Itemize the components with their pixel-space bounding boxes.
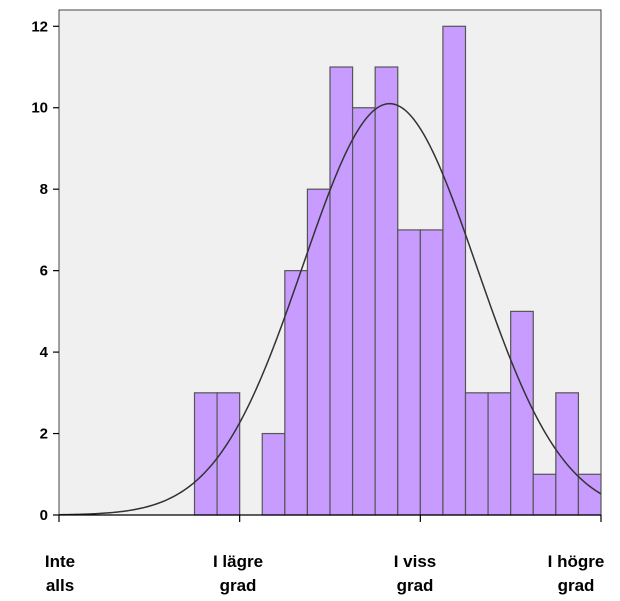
y-axis: 0 2 4 6 8 10 12: [31, 18, 59, 524]
normal-curve: [58, 102, 602, 516]
histogram-bar-15: [397, 229, 421, 516]
x-category-label-line: I lägre: [212, 552, 264, 571]
y-tick-label-12: 12: [31, 18, 48, 35]
x-category-label-line: grad: [557, 576, 595, 595]
y-tick-label-8: 8: [40, 181, 48, 198]
histogram-bars: [193, 25, 602, 516]
y-tick-label-4: 4: [40, 344, 49, 361]
x-category-label-line: alls: [45, 576, 75, 595]
x-category-label-line: grad: [219, 576, 257, 595]
x-axis: [58, 514, 602, 522]
x-category-label-0: Inte alls: [5, 550, 115, 598]
histogram-bar-6: [193, 392, 218, 516]
histogram-bar-9: [261, 432, 286, 516]
x-category-label-line: I högre: [547, 552, 605, 571]
histogram-bar-14: [374, 66, 399, 516]
histogram-bar-12: [329, 66, 354, 516]
x-category-label-3: I högre grad: [521, 550, 620, 598]
y-tick-label-10: 10: [31, 100, 48, 117]
histogram-bar-21: [532, 473, 557, 516]
y-tick-label-0: 0: [40, 507, 48, 524]
x-category-label-2: I viss grad: [360, 550, 470, 598]
x-category-label-1: I lägre grad: [183, 550, 293, 598]
histogram-bar-20: [510, 310, 534, 516]
histogram-bar-11: [306, 188, 331, 516]
histogram-bar-17: [442, 25, 467, 516]
x-category-label-line: I viss: [393, 552, 437, 571]
y-tick-label-6: 6: [40, 263, 48, 280]
y-tick-label-2: 2: [40, 426, 48, 443]
histogram-bar-13: [351, 107, 376, 516]
histogram-bar-19: [487, 392, 512, 516]
x-category-label-line: grad: [396, 576, 434, 595]
x-category-label-line: Inte: [44, 552, 76, 571]
histogram-bar-18: [464, 392, 489, 516]
histogram-bar-16: [419, 229, 444, 516]
